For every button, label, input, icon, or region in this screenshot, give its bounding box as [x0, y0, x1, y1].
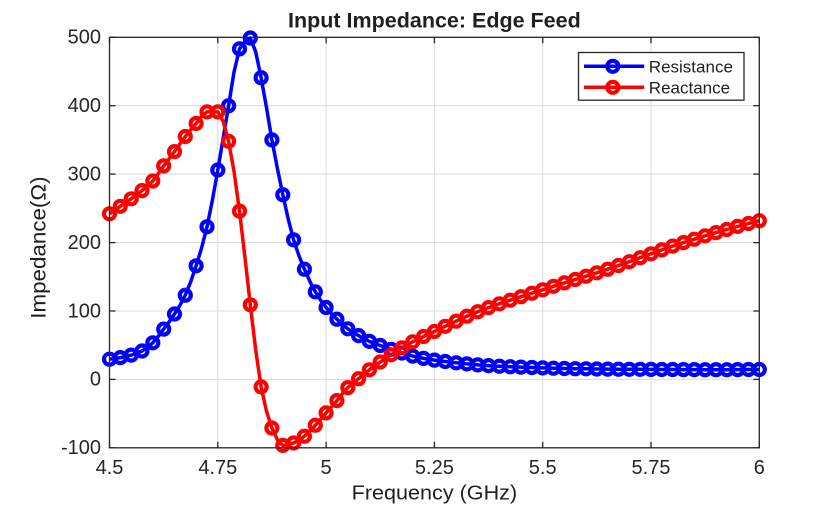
svg-text:Frequency (GHz): Frequency (GHz) — [352, 482, 517, 504]
svg-text:-100: -100 — [61, 437, 101, 459]
svg-text:Input Impedance: Edge Feed: Input Impedance: Edge Feed — [288, 9, 581, 33]
svg-text:5: 5 — [321, 457, 332, 479]
svg-text:200: 200 — [68, 232, 101, 254]
svg-text:400: 400 — [68, 95, 101, 117]
svg-text:100: 100 — [68, 300, 101, 322]
svg-text:Impedance(Ω): Impedance(Ω) — [26, 176, 50, 318]
svg-text:4.5: 4.5 — [96, 457, 124, 479]
svg-text:4.75: 4.75 — [198, 457, 237, 479]
svg-text:6: 6 — [754, 457, 765, 479]
svg-text:Resistance: Resistance — [649, 57, 733, 76]
svg-text:5.25: 5.25 — [415, 457, 454, 479]
svg-text:Reactance: Reactance — [649, 78, 730, 97]
svg-text:0: 0 — [90, 369, 101, 391]
svg-text:5.75: 5.75 — [632, 457, 671, 479]
svg-text:300: 300 — [68, 163, 101, 185]
svg-text:5.5: 5.5 — [529, 457, 557, 479]
svg-text:500: 500 — [68, 27, 101, 49]
